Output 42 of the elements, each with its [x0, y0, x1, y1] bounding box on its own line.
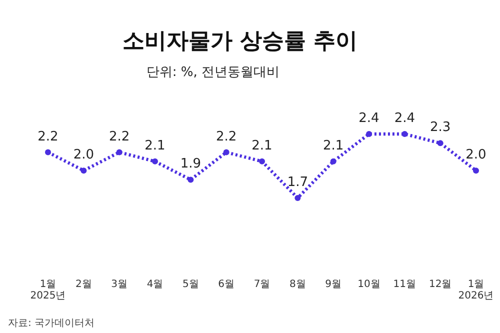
data-label: 2.3	[430, 120, 451, 136]
data-label: 2.2	[108, 129, 130, 144]
x-tick-label: 6월	[218, 279, 235, 290]
point	[437, 140, 444, 146]
data-label: 1.9	[180, 156, 202, 172]
x-tick-label: 10월	[358, 279, 380, 290]
x-tick-label: 3월	[111, 279, 128, 290]
point	[223, 149, 230, 156]
data-label: 2.4	[358, 111, 380, 126]
x-tick-label: 11월	[393, 279, 416, 290]
chart-title: 소비자물가 상승률 추이	[122, 29, 358, 54]
data-label: 2.1	[322, 138, 344, 154]
point	[45, 149, 51, 156]
point	[330, 158, 336, 164]
chart-subtitle: 단위: %, 전년동월대비	[146, 65, 280, 80]
x-tick-label: 4월	[146, 279, 164, 290]
x-tick-label: 9월	[325, 279, 342, 290]
x-tick-label: 12월	[428, 279, 452, 290]
x-tick-label: 1월 2026년	[458, 279, 494, 302]
x-tick-label: 5월	[182, 279, 199, 290]
point	[152, 158, 158, 164]
point	[188, 176, 194, 183]
point	[259, 158, 265, 164]
data-label: 2.0	[466, 148, 486, 163]
x-tick-label: 8월	[289, 279, 306, 290]
x-tick-label: 1월 2025년	[30, 279, 66, 302]
point	[116, 149, 122, 156]
data-label: 1.7	[287, 175, 308, 190]
data-label: 2.1	[252, 138, 272, 154]
point	[366, 131, 372, 137]
point	[402, 131, 408, 137]
data-label: 2.2	[216, 129, 237, 144]
x-tick-label: 2월	[75, 279, 92, 290]
data-label: 2.4	[394, 111, 416, 126]
data-label: 2.1	[144, 138, 166, 154]
data-label: 2.0	[73, 148, 94, 163]
x-tick-label: 7월	[254, 279, 270, 290]
point	[80, 168, 87, 174]
data-label: 2.2	[38, 129, 58, 144]
point	[294, 195, 301, 201]
text: 자료: 국가데이터처	[8, 318, 95, 329]
point	[473, 168, 479, 174]
